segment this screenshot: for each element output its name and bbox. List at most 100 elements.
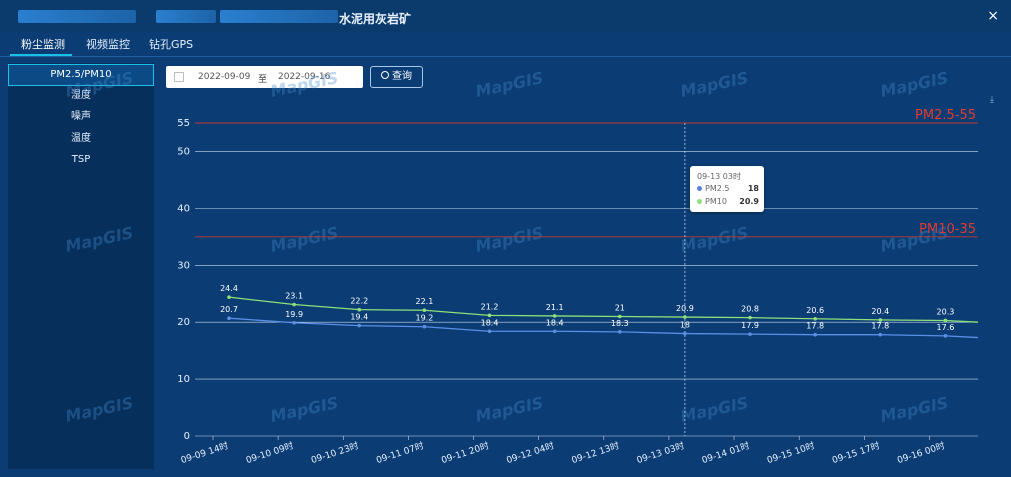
data-point — [748, 332, 752, 336]
query-button[interactable]: 查询 — [370, 66, 423, 88]
data-label: 22.1 — [415, 297, 433, 306]
x-tick-label: 09-16 00时 — [896, 439, 947, 466]
date-separator: 至 — [258, 75, 268, 85]
tooltip-series-value: 18 — [747, 184, 759, 193]
data-point — [683, 331, 687, 336]
data-label: 20.4 — [871, 307, 889, 316]
redacted-title-block — [18, 10, 136, 23]
data-point — [422, 308, 427, 313]
data-label: 21 — [615, 303, 625, 312]
y-tick-label: 10 — [177, 374, 190, 385]
data-label: 22.2 — [350, 297, 368, 306]
x-tick-label: 09-14 01时 — [700, 439, 751, 466]
y-tick-label: 30 — [177, 260, 190, 271]
data-point — [813, 316, 817, 321]
sidebar-item-pm25-pm10[interactable]: PM2.5/PM10 — [8, 64, 154, 86]
y-tick-label: 20 — [177, 317, 190, 328]
redacted-title-block — [220, 10, 338, 23]
series-line — [228, 296, 979, 323]
data-label: 19.4 — [350, 313, 368, 322]
data-label: 18.3 — [611, 319, 629, 328]
title-bar: 水泥用灰岩矿 × — [0, 0, 1011, 32]
data-point — [487, 313, 492, 318]
data-label: 20.3 — [937, 307, 955, 316]
tab-drill-gps[interactable]: 钻孔GPS — [149, 38, 194, 51]
threshold-label: PM10-35 — [919, 222, 976, 237]
tooltip-row-pm10: PM10 20.9 — [697, 197, 759, 208]
data-label: 19.2 — [415, 314, 433, 323]
pm25-legend-dot-icon — [697, 186, 702, 191]
search-icon — [381, 71, 389, 79]
x-tick-label: 09-09 14时 — [179, 439, 230, 466]
x-tick-label: 09-11 07时 — [375, 439, 426, 466]
y-tick-label: 50 — [177, 146, 190, 157]
tooltip-series-value: 20.9 — [739, 197, 759, 206]
tab-bar: 粉尘监测 视频监控 钻孔GPS — [0, 32, 1011, 57]
tab-dust-monitoring[interactable]: 粉尘监测 — [21, 38, 65, 51]
data-label: 24.4 — [220, 284, 238, 293]
data-point — [943, 334, 948, 338]
calendar-icon — [174, 72, 184, 82]
data-point — [943, 318, 948, 323]
data-point — [227, 316, 231, 320]
sidebar-item-noise[interactable]: 噪声 — [71, 111, 91, 122]
x-tick-label: 09-15 17时 — [830, 439, 881, 466]
data-point — [292, 320, 296, 325]
sidebar-item-temperature[interactable]: 温度 — [71, 133, 91, 144]
tooltip-title: 09-13 03时 — [697, 172, 741, 181]
sidebar: PM2.5/PM10 湿度 噪声 温度 TSP — [8, 63, 154, 469]
data-point — [617, 330, 622, 334]
series-line — [228, 317, 979, 339]
download-icon[interactable]: ⤓ — [990, 95, 994, 105]
data-label: 18 — [680, 321, 690, 330]
data-point — [617, 314, 622, 319]
data-point — [292, 302, 296, 307]
data-point — [813, 332, 817, 337]
tooltip-row-pm25: PM2.5 18 — [697, 184, 759, 195]
data-point — [683, 315, 687, 319]
tab-video-monitoring[interactable]: 视频监控 — [86, 38, 130, 51]
data-label: 21.1 — [546, 303, 564, 312]
tooltip-series-name: PM10 — [705, 197, 727, 206]
end-date-input[interactable]: 2022-09-16 — [278, 72, 331, 82]
query-button-label: 查询 — [392, 71, 412, 82]
tooltip-series-name: PM2.5 — [705, 184, 730, 193]
data-label: 17.8 — [806, 322, 824, 331]
chart-tooltip: 09-13 03时 PM2.5 18 PM10 20.9 — [690, 166, 764, 212]
x-tick-label: 09-10 09时 — [244, 439, 295, 466]
y-tick-label: 40 — [177, 203, 190, 214]
data-label: 20.7 — [220, 305, 238, 314]
data-point — [748, 315, 752, 320]
x-tick-label: 09-10 23时 — [309, 439, 360, 466]
data-point — [878, 318, 883, 322]
data-point — [878, 332, 883, 337]
data-label: 20.6 — [806, 306, 824, 315]
x-tick-label: 09-15 10时 — [765, 439, 816, 466]
data-point — [357, 307, 362, 312]
redacted-title-block — [156, 10, 216, 23]
window-title: 水泥用灰岩矿 — [339, 12, 412, 26]
active-tab-indicator — [10, 54, 72, 56]
y-tick-label: 0 — [184, 431, 190, 442]
data-point — [227, 295, 231, 299]
date-range-picker[interactable]: 2022-09-09 至 2022-09-16 — [166, 66, 363, 88]
threshold-label: PM2.5-55 — [915, 108, 976, 123]
data-label: 19.9 — [285, 310, 303, 319]
pm10-legend-dot-icon — [697, 199, 702, 204]
data-label: 20.8 — [741, 305, 759, 314]
data-point — [422, 324, 427, 329]
data-label: 23.1 — [285, 292, 303, 301]
data-label: 20.9 — [676, 304, 694, 313]
x-tick-label: 09-12 13时 — [570, 439, 621, 466]
data-label: 18.4 — [481, 318, 499, 327]
x-tick-label: 09-12 04时 — [505, 439, 556, 466]
data-point — [552, 314, 557, 318]
data-label: 21.2 — [481, 302, 499, 311]
data-point — [487, 329, 492, 334]
close-button[interactable]: × — [987, 8, 999, 24]
sidebar-item-tsp[interactable]: TSP — [71, 154, 91, 165]
sidebar-item-humidity[interactable]: 湿度 — [71, 90, 91, 101]
pm-line-chart: 0 10 20 30 40 50 55 PM2.5-55 PM10-35 09-09 14时 09-… — [177, 108, 979, 466]
data-point — [552, 329, 557, 334]
start-date-input[interactable]: 2022-09-09 — [198, 72, 251, 82]
